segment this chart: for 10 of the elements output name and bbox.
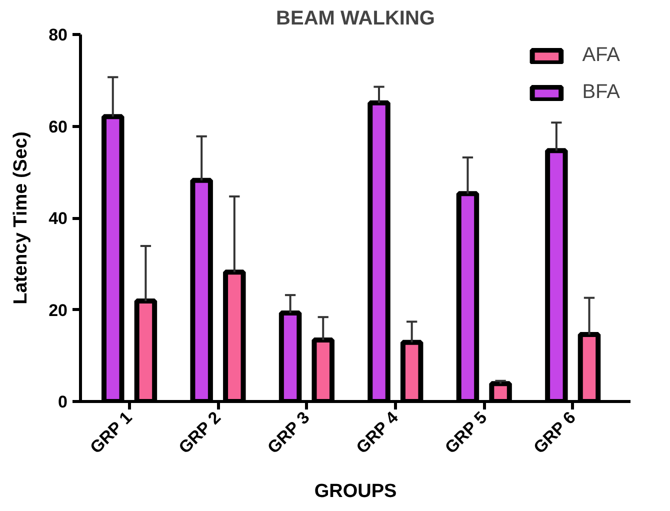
y-tick-label: 0 xyxy=(58,392,68,412)
y-tick-label: 80 xyxy=(48,26,68,44)
x-axis-title: GROUPS xyxy=(314,481,397,502)
y-axis-title: Latency Time (Sec) xyxy=(10,132,32,304)
y-tick-label: 60 xyxy=(48,117,68,136)
chart-title: BEAM WALKING xyxy=(276,8,435,30)
legend-label: AFA xyxy=(582,44,620,67)
legend-label: BFA xyxy=(582,81,620,104)
y-tick-label: 40 xyxy=(48,209,68,228)
y-tick-label: 20 xyxy=(48,300,68,320)
